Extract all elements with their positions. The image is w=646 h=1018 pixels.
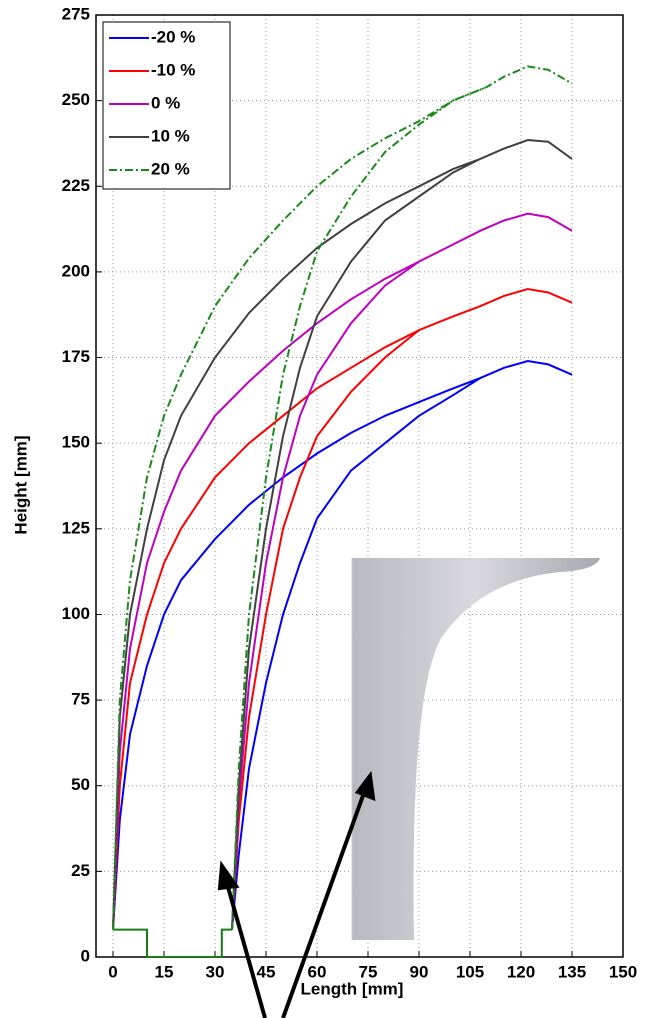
- y-tick-label: 175: [62, 347, 90, 366]
- x-tick-label: 15: [155, 962, 174, 981]
- y-tick-label: 100: [62, 604, 90, 623]
- y-tick-label: 200: [62, 261, 90, 280]
- x-tick-label: 135: [558, 962, 586, 981]
- y-tick-label: 50: [71, 775, 90, 794]
- series-line: [113, 289, 572, 930]
- x-tick-label: 0: [108, 962, 117, 981]
- legend-label: 10 %: [151, 126, 190, 145]
- y-tick-label: 25: [71, 861, 90, 880]
- y-tick-label: 275: [62, 4, 90, 23]
- y-tick-label: 150: [62, 433, 90, 452]
- x-tick-label: 120: [507, 962, 535, 981]
- x-tick-label: 30: [206, 962, 225, 981]
- x-tick-label: 45: [257, 962, 276, 981]
- series-line: [113, 930, 232, 957]
- series-line: [113, 361, 572, 930]
- chart: 0153045607590105120135150025507510012515…: [0, 0, 646, 1018]
- legend-label: -10 %: [151, 60, 195, 79]
- y-tick-label: 225: [62, 176, 90, 195]
- x-tick-label: 90: [410, 962, 429, 981]
- y-tick-label: 250: [62, 90, 90, 109]
- x-tick-label: 150: [609, 962, 637, 981]
- x-axis-label: Length [mm]: [301, 979, 404, 998]
- inset-shape: [352, 558, 600, 940]
- legend-label: -20 %: [151, 27, 195, 46]
- series-line: [113, 140, 572, 930]
- legend-label: 0 %: [151, 93, 180, 112]
- inset-image: [352, 558, 600, 940]
- legend-label: 20 %: [151, 159, 190, 178]
- series-line: [113, 66, 572, 929]
- y-axis-label: Height [mm]: [11, 435, 30, 534]
- y-tick-label: 75: [71, 690, 90, 709]
- y-tick-label: 125: [62, 518, 90, 537]
- x-tick-label: 105: [456, 962, 484, 981]
- arrow: [226, 880, 265, 1018]
- y-tick-label: 0: [81, 946, 90, 965]
